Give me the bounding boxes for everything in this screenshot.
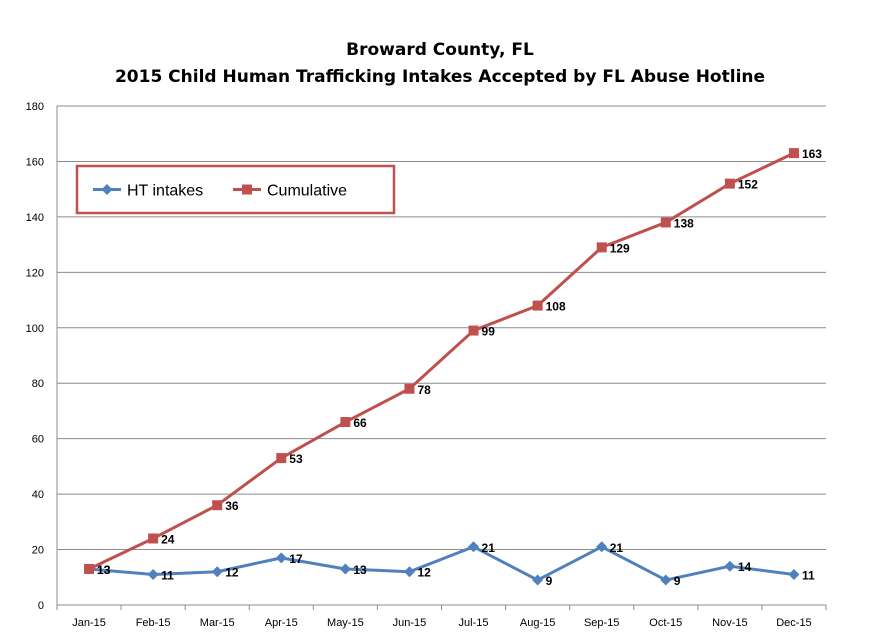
data-label: 78 [417,383,431,397]
data-point [147,569,159,581]
legend-marker [101,184,113,195]
data-point [788,148,799,159]
data-label: 13 [97,563,111,577]
legend: HT intakes Cumulative [75,164,396,215]
data-label: 12 [225,566,239,580]
data-point [468,541,480,553]
gridlines [57,105,826,551]
legend-label: Cumulative [267,183,347,200]
data-label: 138 [674,216,694,230]
data-label: 99 [482,325,496,339]
data-label: 21 [610,541,624,555]
y-tick-label: 120 [26,267,44,279]
y-tick-label: 60 [32,434,44,446]
chart-title: Broward County, FL [346,40,534,60]
y-tick-label: 80 [32,378,44,390]
x-tick-label: Aug-15 [520,617,555,629]
y-tick-label: 40 [32,489,44,501]
data-point [403,566,415,578]
y-tick-label: 140 [26,212,44,224]
data-label: 21 [482,541,496,555]
x-tick-label: Feb-15 [136,617,171,629]
data-label: 108 [546,300,566,314]
data-point [596,242,607,253]
data-label: 36 [225,499,239,513]
data-point [404,383,415,394]
data-label: 9 [546,574,553,588]
data-point [211,566,223,578]
data-point [339,563,351,575]
data-point [84,563,95,574]
data-label: 24 [161,532,175,546]
data-label: 163 [802,147,822,161]
x-tick-label: Jul-15 [459,617,489,629]
data-label: 11 [161,569,174,583]
series-cumulative: 13 24 36 53 66 78 99 108 129 138 152 163 [84,147,822,577]
legend-label: HT intakes [127,183,203,200]
data-label: 14 [738,560,752,574]
x-tick-label: Oct-15 [649,617,682,629]
data-point [532,574,544,586]
data-label: 17 [289,552,303,566]
data-point [532,300,543,311]
data-point [276,453,287,464]
data-label: 11 [802,569,815,583]
x-tick-label: May-15 [327,617,364,629]
y-tick-label: 180 [26,101,44,113]
data-point [212,500,223,511]
chart-subtitle: 2015 Child Human Trafficking Intakes Acc… [115,67,765,87]
data-label: 13 [353,563,367,577]
data-point [275,552,287,564]
data-point [596,541,608,553]
data-point [660,217,671,228]
data-point [468,325,479,336]
series-ht-intakes: 13 11 12 17 13 12 21 9 21 9 14 11 [83,541,815,588]
data-point [148,533,159,544]
x-tick-label: Sep-15 [584,617,619,629]
y-tick-label: 100 [26,323,44,335]
data-label: 152 [738,178,758,192]
x-tick-label: Mar-15 [200,617,235,629]
series-line [88,151,795,571]
x-tick-label: Jun-15 [393,617,427,629]
data-label: 12 [417,566,431,580]
data-point [724,560,736,572]
data-label: 53 [289,452,303,466]
legend-marker [242,184,252,195]
data-point [340,417,351,428]
x-tick-label: Apr-15 [265,617,298,629]
data-label: 13 [97,563,111,577]
x-tick-label: Nov-15 [712,617,747,629]
x-tick-label: Dec-15 [776,617,811,629]
data-point [660,574,672,586]
data-label: 66 [353,416,367,430]
data-label: 9 [674,574,681,588]
data-point [788,569,800,581]
y-tick-label: 0 [38,600,44,612]
x-tick-label: Jan-15 [72,617,106,629]
axes: 0 20 40 60 80 100 120 140 160 180 Jan-15 Feb-15 Mar-… [26,101,827,629]
data-label: 129 [610,241,630,255]
data-point [724,178,735,189]
series-line [88,545,795,582]
y-tick-label: 160 [26,156,44,168]
y-tick-label: 20 [32,545,44,557]
